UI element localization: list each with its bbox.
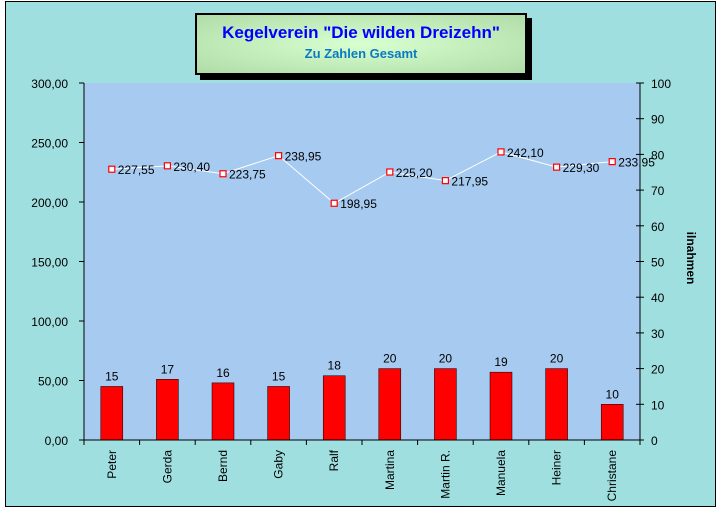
left-tick-label: 100,00: [31, 315, 68, 329]
line-label: 225,20: [396, 166, 433, 180]
left-tick-label: 250,00: [31, 137, 68, 151]
line-marker: [552, 163, 561, 171]
bar: [267, 386, 290, 441]
line-marker: [608, 157, 616, 166]
bar-label: 15: [105, 369, 119, 383]
title-box: Kegelverein "Die wilden Dreizehn" Zu Zah…: [195, 13, 527, 75]
bar-label: 19: [494, 355, 508, 369]
line-label: 223,75: [229, 168, 266, 182]
chart-title: Kegelverein "Die wilden Dreizehn": [222, 23, 500, 42]
line-label: 229,30: [563, 161, 600, 175]
bar: [545, 368, 568, 441]
line-marker: [108, 165, 116, 173]
left-tick-label: 150,00: [31, 256, 68, 270]
line-marker: [330, 199, 338, 207]
bar: [156, 379, 179, 441]
x-tick-label: Bernd: [216, 450, 230, 482]
line-marker: [441, 177, 449, 185]
right-tick-label: 90: [651, 113, 665, 127]
bar: [434, 368, 457, 441]
x-tick-label: Heiner: [550, 450, 564, 485]
line-label: 198,95: [340, 197, 377, 211]
line-series: [111, 151, 613, 204]
bar: [211, 382, 235, 441]
bar: [322, 375, 346, 441]
left-tick-label: 200,00: [31, 196, 68, 210]
x-tick-label: Martin R.: [438, 450, 452, 499]
line-marker: [497, 148, 505, 156]
bar: [100, 386, 124, 441]
bar-label: 20: [550, 352, 564, 366]
x-tick-label: Christane: [605, 450, 619, 502]
line-label: 227,55: [118, 163, 155, 177]
right-tick-label: 80: [651, 148, 665, 162]
bar-label: 20: [383, 352, 397, 366]
x-tick-label: Manuela: [494, 450, 508, 496]
bar-label: 16: [216, 366, 230, 380]
bar: [378, 368, 402, 441]
left-tick-label: 50,00: [38, 375, 68, 389]
right-tick-label: 0: [651, 434, 658, 448]
right-axis-label: ilnahmen: [684, 232, 698, 285]
bar-label: 20: [439, 352, 453, 366]
x-tick-label: Peter: [105, 450, 119, 479]
x-tick-label: Ralf: [327, 449, 341, 471]
right-tick-label: 60: [651, 220, 665, 234]
bar-label: 10: [606, 387, 620, 401]
line-marker: [386, 168, 394, 176]
chart-subtitle: Zu Zahlen Gesamt: [304, 46, 418, 61]
line-marker: [219, 170, 227, 178]
right-tick-label: 10: [651, 398, 665, 412]
x-tick-label: Martina: [383, 450, 397, 490]
bar-label: 18: [328, 359, 342, 373]
left-tick-label: 300,00: [31, 77, 68, 91]
bar: [600, 404, 624, 441]
x-tick-label: Gerda: [160, 450, 174, 484]
right-tick-label: 70: [651, 184, 665, 198]
line-label: 242,10: [507, 146, 544, 160]
bar-label: 15: [272, 369, 286, 383]
right-tick-label: 100: [651, 77, 671, 91]
x-tick-label: Gaby: [272, 450, 286, 479]
right-tick-label: 30: [651, 327, 665, 341]
right-tick-label: 20: [651, 363, 665, 377]
left-tick-label: 0,00: [45, 434, 69, 448]
line-marker: [275, 152, 283, 160]
line-label: 230,40: [173, 160, 210, 174]
line-label: 238,95: [285, 150, 322, 164]
bar: [489, 371, 513, 441]
line-label: 217,95: [451, 175, 488, 189]
bar-label: 17: [161, 362, 175, 376]
right-tick-label: 40: [651, 291, 665, 305]
line-marker: [163, 162, 171, 170]
line-label: 233,95: [618, 156, 655, 170]
right-tick-label: 50: [651, 256, 665, 270]
